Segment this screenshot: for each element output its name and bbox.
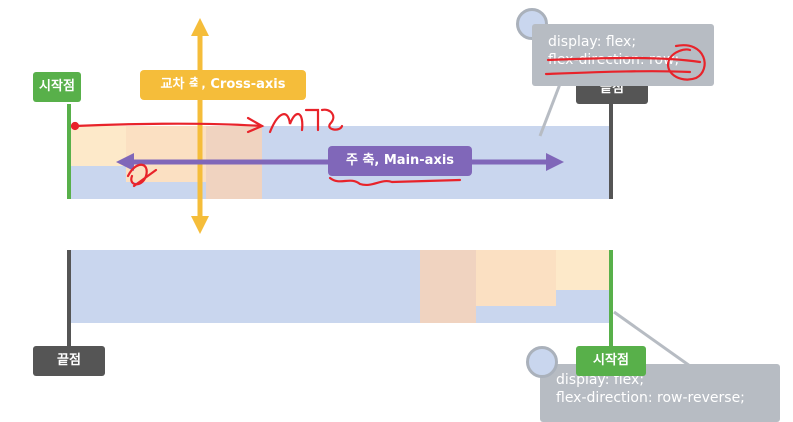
top-start-line <box>67 104 71 199</box>
top-code-box: display: flex; flex-direction: row; <box>532 24 714 86</box>
top-start-label: 시작점 <box>33 72 81 102</box>
top-code-line-1: display: flex; <box>548 34 637 50</box>
bottom-callout-pointer <box>613 310 691 368</box>
bottom-code-line-2: flex-direction: row-reverse; <box>556 390 745 406</box>
top-code-line-2: flex-direction: row; <box>548 52 680 68</box>
handwritten-annotations <box>70 44 706 188</box>
main-axis-label: 주 축, Main-axis <box>328 146 472 176</box>
bottom-flex-item-2 <box>476 250 556 306</box>
top-flex-item-1 <box>70 126 126 166</box>
bottom-start-label: 시작점 <box>576 346 646 376</box>
bottom-callout-bubble <box>526 346 558 378</box>
top-end-line <box>609 104 613 199</box>
bottom-flex-item-1 <box>556 250 610 290</box>
bottom-flex-item-3 <box>420 250 476 323</box>
bottom-code-line-1: display: flex; <box>556 372 645 388</box>
cross-axis-label: 교차 축, Cross-axis <box>140 70 306 100</box>
top-callout-pointer <box>538 83 562 137</box>
top-flex-item-2 <box>126 126 206 182</box>
bottom-start-line <box>609 250 613 346</box>
cross-axis-arrow <box>191 18 209 234</box>
bottom-end-line <box>67 250 71 346</box>
bottom-end-label: 끝점 <box>33 346 105 376</box>
main-axis-arrow <box>116 153 564 171</box>
